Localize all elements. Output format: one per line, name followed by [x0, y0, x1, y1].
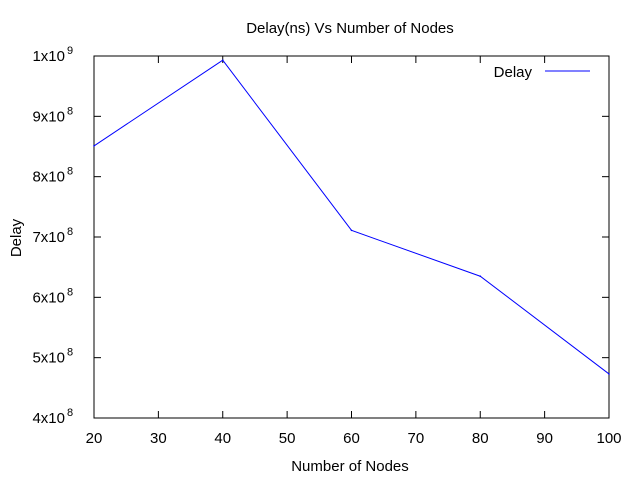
y-tick-label: 9x10: [32, 108, 65, 125]
y-tick-label: 5x10: [32, 350, 65, 367]
series-line-delay: [93, 59, 610, 375]
y-tick-mantissa: 7x10: [32, 229, 65, 246]
legend: Delay: [494, 64, 590, 81]
y-axis-label: Delay: [8, 218, 25, 257]
data-point: [608, 373, 610, 375]
y-tick-label: 6x10: [32, 289, 65, 306]
data-point: [93, 145, 95, 147]
y-tick-exponent: 9: [67, 45, 73, 57]
x-axis-label: Number of Nodes: [291, 458, 409, 475]
x-tick-label: 80: [472, 430, 489, 447]
x-axis: 20 30 40 50 60 70 80 90 100: [86, 56, 622, 447]
y-tick-exponent: 8: [67, 407, 73, 419]
y-tick-exponent: 8: [67, 286, 73, 298]
data-point: [350, 229, 353, 232]
x-tick-label: 60: [343, 430, 360, 447]
y-tick-mantissa: 5x10: [32, 350, 65, 367]
y-tick-exponent: 8: [67, 105, 73, 117]
y-tick-mantissa: 4x10: [32, 410, 65, 427]
x-tick-label: 70: [408, 430, 425, 447]
chart-title: Delay(ns) Vs Number of Nodes: [246, 20, 454, 37]
y-tick-label: 7x10: [32, 229, 65, 246]
series-layer: [93, 59, 610, 375]
data-point: [221, 59, 224, 62]
plot-frame: [93, 55, 610, 419]
data-point: [479, 275, 482, 278]
x-tick-label: 90: [536, 430, 553, 447]
y-tick-exponent: 8: [67, 166, 73, 178]
y-tick-mantissa: 1x10: [32, 48, 65, 65]
x-tick-label: 50: [279, 430, 296, 447]
y-tick-label: 4x10: [32, 410, 65, 427]
y-tick-mantissa: 8x10: [32, 169, 65, 186]
y-tick-mantissa: 6x10: [32, 289, 65, 306]
x-tick-label: 100: [596, 430, 621, 447]
y-tick-label: 8x10: [32, 169, 65, 186]
y-tick-exponent: 8: [67, 226, 73, 238]
legend-label: Delay: [494, 64, 533, 81]
x-tick-label: 20: [86, 430, 103, 447]
x-tick-label: 30: [150, 430, 167, 447]
y-tick-label: 1x10: [32, 48, 65, 65]
y-tick-mantissa: 9x10: [32, 108, 65, 125]
x-tick-label: 40: [214, 430, 231, 447]
y-tick-exponent: 8: [67, 347, 73, 359]
